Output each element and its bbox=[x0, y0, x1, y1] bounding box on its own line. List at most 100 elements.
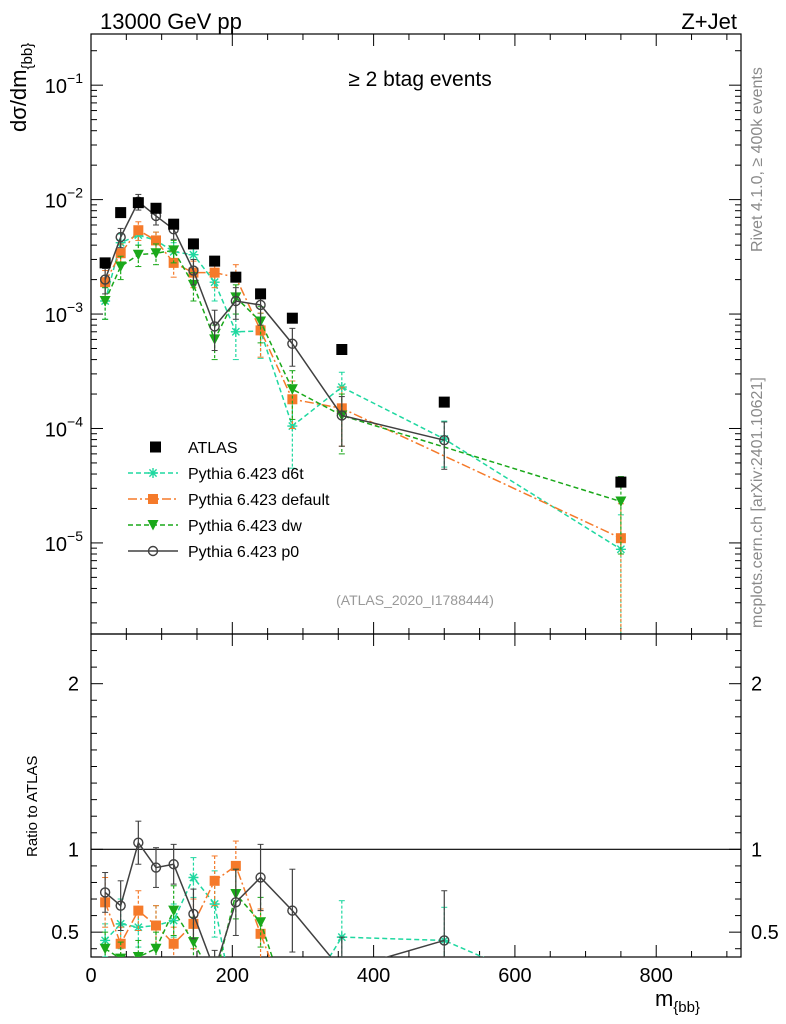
y-tick-label: 10−2 bbox=[45, 185, 83, 213]
legend-label-dw: Pythia 6.423 dw bbox=[188, 518, 302, 535]
ratio-frame bbox=[90, 633, 742, 958]
point-atlas bbox=[99, 257, 111, 269]
point-atlas bbox=[150, 202, 162, 214]
main-panel: 10−5 10−4 10−3 10−2 10−1 dσ/dm{bb} ≥ 2 btag ev… bbox=[6, 33, 742, 635]
ratio-point-p0 bbox=[99, 887, 111, 898]
legend-marker-d6t bbox=[148, 468, 158, 478]
point-default bbox=[209, 267, 220, 278]
y-tick-label: 10−1 bbox=[45, 70, 83, 98]
x-tick-label: 0 bbox=[85, 965, 96, 987]
ratio-point-p0 bbox=[287, 905, 298, 916]
legend-item-dw: Pythia 6.423 dw bbox=[128, 518, 302, 535]
ratio-tick-label-right: 0.5 bbox=[751, 922, 779, 944]
series-atlas bbox=[99, 197, 627, 488]
point-atlas bbox=[230, 271, 242, 283]
point-dw bbox=[99, 296, 111, 307]
analysis-tag: (ATLAS_2020_I1788444) bbox=[336, 592, 494, 608]
point-atlas bbox=[286, 312, 298, 324]
ratio-point-p0 bbox=[168, 859, 179, 870]
ratio-point-d6t bbox=[168, 915, 179, 926]
point-atlas bbox=[168, 218, 180, 230]
point-p0 bbox=[336, 410, 348, 421]
point-atlas bbox=[115, 207, 127, 219]
ratio-tick-label-right: 2 bbox=[751, 674, 762, 696]
point-default bbox=[287, 394, 298, 405]
ratio-point-p0 bbox=[188, 908, 199, 920]
ratio-point-default bbox=[168, 938, 179, 949]
ratio-point-default bbox=[230, 860, 241, 871]
point-atlas bbox=[209, 255, 221, 267]
rivet-version-label: Rivet 4.1.0, ≥ 400k events bbox=[749, 67, 766, 252]
x-tick-label: 600 bbox=[498, 965, 531, 987]
point-p0 bbox=[287, 338, 298, 349]
point-default bbox=[133, 225, 144, 236]
legend-marker-p0 bbox=[147, 545, 159, 557]
ratio-plot-area bbox=[99, 820, 485, 957]
header-process-label: Z+Jet bbox=[681, 9, 737, 34]
legend-label-p0: Pythia 6.423 p0 bbox=[188, 544, 299, 561]
point-dw bbox=[132, 249, 144, 261]
point-atlas bbox=[336, 343, 348, 355]
point-atlas bbox=[187, 238, 199, 250]
ratio-point-p0 bbox=[230, 897, 242, 908]
point-default bbox=[151, 235, 161, 246]
main-plot-area bbox=[99, 193, 627, 634]
legend-item-atlas: ATLAS bbox=[150, 440, 238, 457]
point-dw bbox=[150, 248, 162, 259]
x-tick-label: 400 bbox=[357, 965, 390, 987]
point-atlas bbox=[615, 476, 627, 488]
ratio-point-dw bbox=[168, 905, 180, 917]
point-p0 bbox=[188, 265, 199, 276]
ratio-panel: 0.5 0.5 1 1 2 2 0 200 400 600 800 Ratio to ATLAS m{b… bbox=[24, 633, 779, 1016]
y-tick-label: 10−5 bbox=[45, 528, 83, 556]
y-tick-label: 10−4 bbox=[45, 413, 83, 441]
y-axis-label: dσ/dm{bb} bbox=[6, 43, 36, 132]
x-axis-label: m{bb} bbox=[655, 986, 700, 1016]
ratio-point-default bbox=[209, 875, 220, 886]
ratio-point-dw bbox=[150, 943, 162, 955]
ratio-axis-label: Ratio to ATLAS bbox=[24, 756, 41, 857]
point-dw bbox=[115, 261, 127, 273]
ratio-line-p0 bbox=[104, 840, 445, 957]
legend-label-default: Pythia 6.423 default bbox=[188, 492, 330, 509]
ratio-point-dw bbox=[132, 952, 144, 957]
ratio-line-default bbox=[104, 864, 271, 957]
ratio-point-p0 bbox=[150, 862, 162, 873]
legend-item-d6t: Pythia 6.423 d6t bbox=[128, 466, 304, 483]
ratio-series-p0 bbox=[99, 820, 450, 957]
x-tick-label: 800 bbox=[640, 965, 673, 987]
point-dw bbox=[286, 384, 298, 395]
legend-label-d6t: Pythia 6.423 d6t bbox=[188, 466, 304, 483]
legend: ATLAS Pythia 6.423 d6t Pythia 6.423 defaul… bbox=[128, 440, 330, 561]
point-p0 bbox=[439, 434, 450, 446]
ratio-tick-label: 0.5 bbox=[51, 922, 79, 944]
ratio-point-dw bbox=[187, 937, 199, 948]
legend-marker-dw bbox=[147, 520, 159, 531]
ratio-tick-label-right: 1 bbox=[751, 839, 762, 861]
point-default bbox=[115, 248, 126, 259]
x-tick-label: 200 bbox=[216, 965, 249, 987]
chart-title: ≥ 2 btag events bbox=[348, 68, 491, 91]
point-p0 bbox=[230, 295, 242, 307]
legend-item-default: Pythia 6.423 default bbox=[128, 492, 330, 509]
ratio-point-p0 bbox=[439, 935, 450, 946]
ratio-tick-label: 1 bbox=[68, 839, 79, 861]
ratio-point-p0 bbox=[115, 900, 126, 911]
ratio-point-dw bbox=[255, 917, 267, 928]
point-atlas bbox=[255, 288, 267, 300]
ratio-point-p0 bbox=[255, 872, 266, 883]
point-d6t bbox=[230, 326, 241, 337]
mcplots-source-label: mcplots.cern.ch [arXiv:2401.10621] bbox=[749, 377, 766, 628]
ratio-point-p0 bbox=[133, 837, 144, 848]
point-p0 bbox=[255, 299, 266, 311]
ratio-point-dw bbox=[99, 943, 111, 955]
legend-marker-atlas bbox=[150, 441, 161, 453]
point-atlas bbox=[438, 396, 450, 408]
legend-marker-default bbox=[148, 494, 158, 504]
point-dw bbox=[615, 496, 627, 508]
ratio-tick-label: 2 bbox=[68, 674, 79, 696]
y-tick-label: 10−3 bbox=[45, 299, 83, 327]
ratio-point-d6t bbox=[100, 935, 111, 946]
point-p0 bbox=[115, 231, 126, 243]
